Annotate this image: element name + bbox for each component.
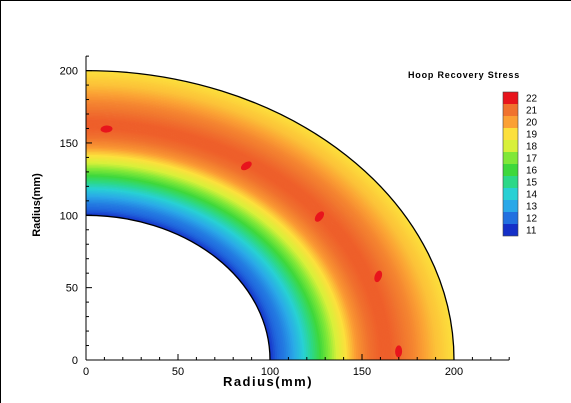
axes: 0 50 100 150 200 0 50 100 150 200 — [60, 55, 510, 378]
legend-label: 16 — [526, 166, 538, 177]
legend-label: 14 — [526, 190, 538, 201]
hot-spot — [100, 125, 113, 133]
x-tick-label: 50 — [172, 366, 184, 378]
legend-label: 17 — [526, 154, 538, 165]
legend-swatch — [503, 92, 518, 104]
legend-swatch — [503, 116, 518, 128]
domain-boundary — [85, 69, 455, 361]
hot-spot — [240, 161, 252, 171]
legend-title: Hoop Recovery Stress — [408, 70, 520, 80]
y-tick-label: 50 — [66, 283, 78, 295]
legend-swatch — [503, 224, 518, 236]
legend-label: 20 — [526, 118, 538, 129]
legend-swatch — [503, 128, 518, 140]
legend-label: 11 — [526, 226, 537, 237]
legend-swatch — [503, 152, 518, 164]
x-tick-label: 100 — [261, 366, 279, 378]
inner-boundary — [85, 214, 271, 361]
legend-label: 12 — [526, 214, 538, 225]
legend-label: 19 — [526, 130, 538, 141]
y-tick-label: 150 — [60, 138, 78, 150]
y-tick-label: 100 — [60, 210, 78, 222]
legend-label: 15 — [526, 178, 538, 189]
x-tick-label: 0 — [83, 366, 89, 378]
x-tick-label: 150 — [353, 366, 371, 378]
contour-fill — [86, 70, 455, 360]
legend-swatch — [503, 200, 518, 212]
legend-swatch — [503, 104, 518, 116]
legend-label: 18 — [526, 142, 538, 153]
legend-swatch — [503, 164, 518, 176]
legend-swatch — [503, 140, 518, 152]
hot-spots — [100, 125, 403, 358]
legend-frame — [502, 91, 519, 237]
legend-swatch — [503, 176, 518, 188]
hot-spot — [314, 211, 325, 222]
legend-label: 22 — [526, 94, 538, 105]
legend-swatch — [503, 188, 518, 200]
legend-label: 21 — [526, 106, 538, 117]
outer-boundary — [85, 69, 455, 361]
y-tick-label: 200 — [60, 66, 78, 78]
legend-label: 13 — [526, 202, 538, 213]
hot-spot — [374, 270, 383, 283]
legend-swatch — [503, 212, 518, 224]
hot-spot — [395, 345, 403, 358]
y-tick-label: 0 — [72, 355, 78, 367]
y-axis-label: Radius(mm) — [31, 173, 43, 237]
x-tick-label: 200 — [445, 366, 463, 378]
x-axis-label: Radius(mm) — [223, 374, 313, 389]
